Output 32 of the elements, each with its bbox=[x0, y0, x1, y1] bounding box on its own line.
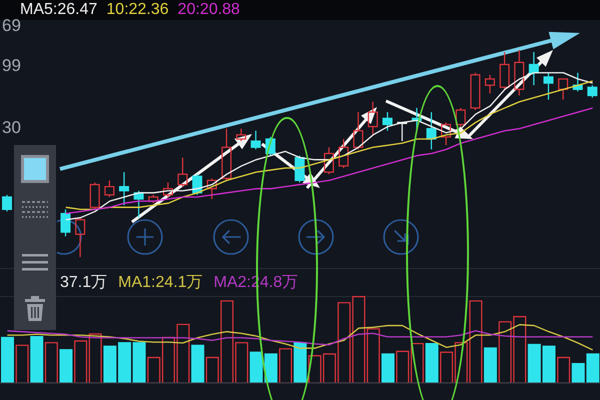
text: MA5:26.47 bbox=[20, 1, 98, 19]
text: 20:20.88 bbox=[178, 1, 240, 19]
bar bbox=[88, 333, 102, 383]
bar bbox=[60, 349, 73, 383]
annotation: 99 bbox=[2, 56, 21, 75]
bar bbox=[30, 336, 44, 383]
bar bbox=[44, 342, 58, 383]
bar bbox=[484, 347, 497, 383]
text: MA1:24.1万 bbox=[118, 274, 203, 292]
candlestick bbox=[250, 130, 261, 150]
bar bbox=[586, 353, 600, 383]
candlestick bbox=[528, 51, 539, 86]
candlestick bbox=[119, 172, 130, 206]
candlestick bbox=[514, 50, 524, 96]
bar bbox=[557, 356, 570, 383]
bar bbox=[191, 344, 204, 383]
bar bbox=[279, 348, 292, 383]
bar bbox=[74, 340, 88, 383]
bar bbox=[572, 362, 585, 383]
bar bbox=[366, 328, 380, 383]
bar bbox=[425, 342, 438, 383]
text: 37.1万 bbox=[60, 274, 108, 292]
bar bbox=[381, 353, 394, 383]
bar bbox=[1, 336, 14, 383]
bar bbox=[469, 300, 482, 383]
text: 10:22.36 bbox=[106, 1, 169, 19]
annotation: 30 bbox=[2, 118, 21, 137]
candlestick bbox=[456, 107, 466, 128]
bar bbox=[16, 344, 29, 383]
bar bbox=[294, 342, 307, 383]
bar bbox=[396, 350, 410, 383]
text: 69 bbox=[2, 16, 21, 35]
